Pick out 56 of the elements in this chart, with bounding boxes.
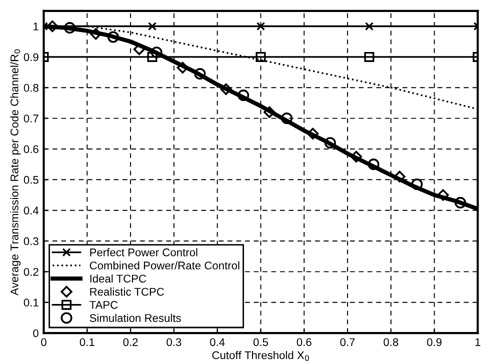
x-tick-label: 0.5 bbox=[253, 338, 268, 346]
point bbox=[454, 196, 466, 208]
point bbox=[411, 178, 423, 190]
point bbox=[107, 31, 119, 43]
y-tick-label: 0 bbox=[33, 329, 38, 338]
x-tick-label: 1 bbox=[475, 338, 480, 346]
y-tick-label: 0.5 bbox=[24, 176, 38, 184]
x-axis-title: Cutoff Threshold X$_{0}$ bbox=[212, 350, 309, 361]
point bbox=[350, 150, 362, 162]
point bbox=[220, 83, 232, 95]
legend-label: Realistic TCPC bbox=[90, 288, 164, 296]
x-tick-label: 0.6 bbox=[296, 338, 312, 346]
y-tick-label: 1 bbox=[34, 22, 38, 30]
point bbox=[364, 22, 374, 31]
x-tick-label: 0.1 bbox=[80, 338, 94, 346]
x-tick-label: 0.3 bbox=[166, 338, 182, 346]
x-tick-label: 0.2 bbox=[123, 338, 138, 346]
point bbox=[238, 90, 250, 102]
y-tick-label: 0.3 bbox=[24, 237, 38, 246]
point bbox=[437, 189, 449, 201]
y-tick-label: 0.4 bbox=[24, 206, 39, 214]
point bbox=[256, 22, 266, 31]
y-tick-label: 0.1 bbox=[24, 298, 38, 307]
y-tick-label: 0.7 bbox=[24, 114, 38, 122]
point bbox=[90, 28, 102, 40]
y-tick-label: 0.9 bbox=[24, 53, 38, 62]
legend-label: Perfect Power Control bbox=[90, 248, 198, 256]
y-tick-label: 0.6 bbox=[24, 145, 38, 154]
point bbox=[324, 137, 336, 149]
point bbox=[64, 22, 76, 34]
legend-label: Combined Power/Rate Control bbox=[90, 261, 240, 270]
point bbox=[133, 43, 146, 56]
point bbox=[394, 170, 406, 182]
point bbox=[194, 68, 206, 80]
y-tick-label: 0.2 bbox=[24, 268, 38, 276]
y-tick-label: 0.8 bbox=[24, 84, 38, 92]
x-tick-label: 0.7 bbox=[340, 338, 355, 346]
point bbox=[46, 20, 58, 32]
point bbox=[368, 158, 380, 170]
point bbox=[150, 46, 162, 58]
legend-label: Simulation Results bbox=[90, 314, 181, 322]
x-tick-label: 0 bbox=[41, 338, 46, 346]
legend-label: Ideal TCPC bbox=[90, 274, 146, 283]
legend-label: TAPC bbox=[90, 300, 118, 309]
point bbox=[307, 128, 319, 140]
x-tick-label: 0.8 bbox=[384, 338, 398, 346]
point bbox=[364, 52, 374, 62]
point bbox=[147, 52, 158, 62]
point bbox=[148, 22, 157, 31]
x-tick-label: 0.9 bbox=[427, 338, 442, 346]
point bbox=[264, 106, 276, 118]
point bbox=[256, 52, 266, 62]
point bbox=[176, 62, 188, 74]
point bbox=[281, 112, 293, 124]
x-tick-label: 0.4 bbox=[210, 338, 225, 346]
y-axis-title: Average Transmission Rate per Code Channel/R$_{0}$ bbox=[10, 49, 21, 296]
